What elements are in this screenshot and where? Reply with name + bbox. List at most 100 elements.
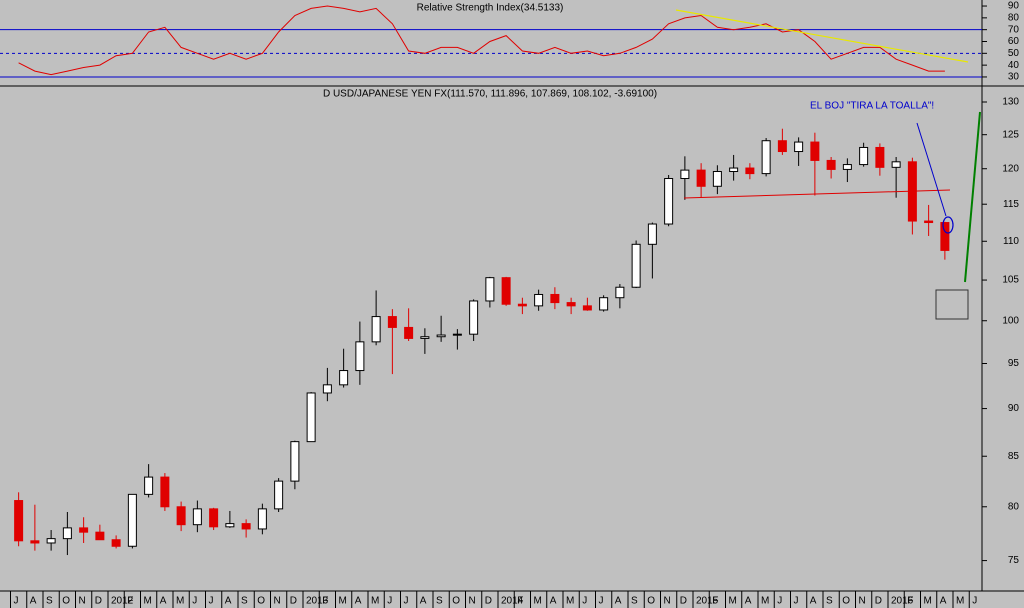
x-tick-label: A (160, 596, 167, 607)
candle-body (712, 171, 722, 187)
x-tick-label: F (322, 596, 328, 607)
candle-body (485, 277, 495, 302)
x-tick-label: M (729, 596, 737, 607)
candle-body (647, 223, 657, 245)
x-tick-label: M (534, 596, 542, 607)
rsi-title: Relative Strength Index(34.5133) (417, 3, 564, 14)
x-tick-label: A (940, 596, 947, 607)
candle-body (371, 316, 381, 343)
x-tick-label: S (826, 596, 833, 607)
x-tick-label: M (144, 596, 152, 607)
y-tick-label: 130 (1002, 97, 1019, 108)
x-tick-label: A (550, 596, 557, 607)
x-tick-label: 2016 (891, 596, 914, 607)
x-tick-label: F (517, 596, 523, 607)
candle-body (241, 523, 251, 530)
x-tick-label: M (761, 596, 769, 607)
candle-body (599, 297, 609, 311)
x-tick-label: D (290, 596, 297, 607)
candle-body (144, 476, 154, 495)
x-tick-label: J (192, 596, 197, 607)
x-tick-label: 2012 (111, 596, 134, 607)
candle-body (209, 508, 219, 528)
candle-body (810, 141, 820, 161)
candle-body (274, 480, 284, 510)
candle-body (306, 392, 316, 443)
x-tick-label: O (647, 596, 655, 607)
x-tick-label: A (225, 596, 232, 607)
x-tick-label: A (355, 596, 362, 607)
candle-body (339, 370, 349, 386)
candle-body (891, 161, 901, 168)
x-tick-label: A (810, 596, 817, 607)
candle-body (680, 169, 690, 180)
x-tick-label: D (875, 596, 882, 607)
x-tick-label: J (14, 596, 19, 607)
y-tick-label: 120 (1002, 163, 1019, 174)
x-tick-label: D (485, 596, 492, 607)
y-tick-label: 90 (1008, 1, 1020, 12)
candle-body (436, 334, 446, 338)
x-tick-label: M (339, 596, 347, 607)
candle-body (111, 539, 121, 547)
y-tick-label: 80 (1008, 501, 1020, 512)
x-tick-label: S (241, 596, 248, 607)
y-tick-label: 70 (1008, 24, 1020, 35)
candle-body (696, 169, 706, 187)
candle-body (842, 164, 852, 170)
x-tick-label: J (209, 596, 214, 607)
candle-body (794, 141, 804, 153)
x-tick-label: J (582, 596, 587, 607)
x-tick-label: F (712, 596, 718, 607)
x-tick-label: S (436, 596, 443, 607)
x-tick-label: D (95, 596, 102, 607)
x-tick-label: N (79, 596, 86, 607)
x-tick-label: O (257, 596, 265, 607)
projection-line (964, 111, 981, 283)
candle-body (631, 243, 641, 288)
y-tick-label: 125 (1002, 129, 1019, 140)
x-tick-label: 2014 (501, 596, 524, 607)
price-title: D USD/JAPANESE YEN FX(111.570, 111.896, … (323, 89, 657, 100)
candle-body (615, 286, 625, 299)
y-tick-label: 40 (1008, 60, 1020, 71)
candle-body (729, 167, 739, 173)
y-tick-label: 115 (1003, 199, 1019, 210)
y-tick-label: 95 (1008, 358, 1020, 369)
candle-body (30, 540, 40, 544)
y-tick-label: 60 (1008, 36, 1020, 47)
target-box (935, 289, 969, 320)
x-tick-label: M (566, 596, 574, 607)
y-tick-label: 50 (1008, 48, 1020, 59)
x-tick-label: A (615, 596, 622, 607)
candle-body (761, 140, 771, 175)
candle-body (452, 333, 462, 336)
x-tick-label: S (631, 596, 638, 607)
y-tick-label: 90 (1008, 403, 1020, 414)
y-tick-label: 30 (1008, 72, 1020, 83)
highlight-circle (942, 216, 954, 234)
candle-body (160, 476, 170, 508)
x-tick-label: J (777, 596, 782, 607)
x-tick-label: M (176, 596, 184, 607)
x-tick-label: M (924, 596, 932, 607)
candle-body (469, 300, 479, 335)
x-tick-label: M (371, 596, 379, 607)
candle-body (387, 316, 397, 328)
candle-body (95, 531, 105, 541)
x-tick-label: J (387, 596, 392, 607)
x-tick-label: A (745, 596, 752, 607)
candle-body (777, 140, 787, 153)
candle-body (257, 508, 267, 530)
candle-body (517, 303, 527, 307)
candle-body (322, 384, 332, 394)
candle-body (501, 277, 511, 305)
x-tick-label: N (469, 596, 476, 607)
candle-body (924, 220, 934, 224)
x-tick-label: D (680, 596, 687, 607)
x-tick-label: J (972, 596, 977, 607)
x-tick-label: N (274, 596, 281, 607)
x-tick-label: J (794, 596, 799, 607)
